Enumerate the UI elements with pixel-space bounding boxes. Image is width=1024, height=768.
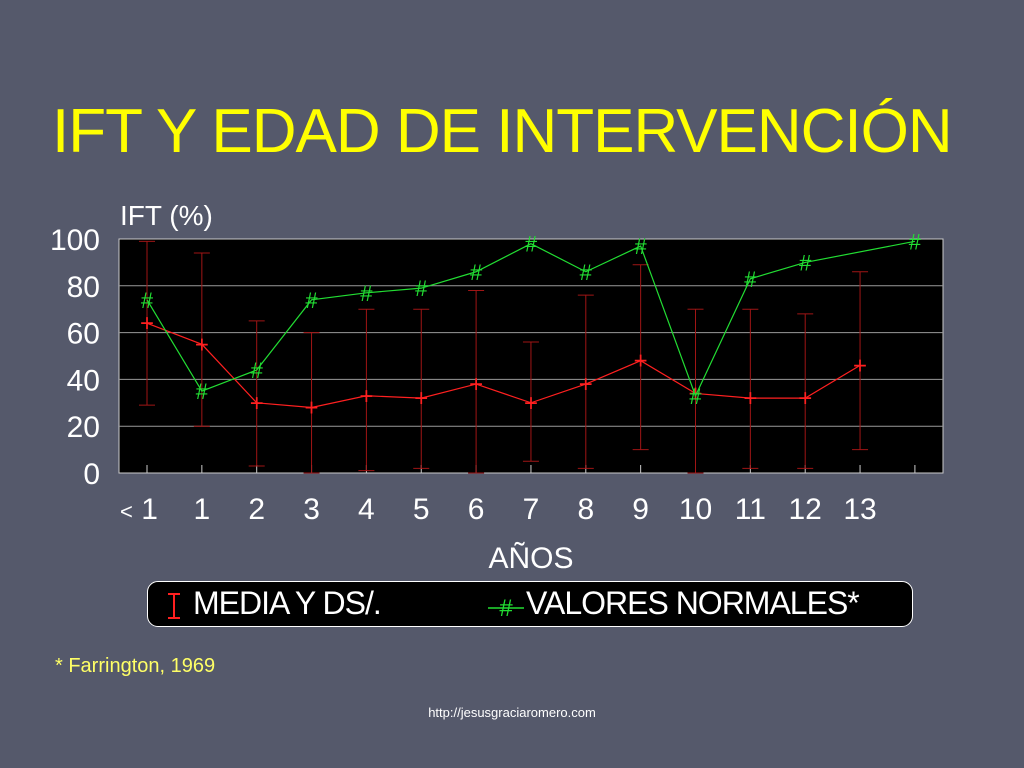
normal-series: # # # # # # # # # # # # # # [141, 229, 922, 408]
y-tick-label: 100 [50, 224, 100, 257]
y-tick-label: 80 [67, 271, 100, 304]
normal-point: # [744, 267, 757, 292]
normal-line [146, 240, 916, 398]
normal-point: # [689, 384, 702, 409]
mean-point: + [359, 383, 373, 410]
normal-point: # [251, 358, 264, 383]
x-tick-label: 13 [843, 493, 876, 526]
x-tick-label: 10 [679, 493, 712, 526]
x-tick-label: 8 [577, 493, 594, 526]
x-tick-label: 3 [303, 493, 320, 526]
normal-point: # [799, 250, 812, 275]
x-tick-label: 11 [735, 493, 766, 526]
mean-point: + [524, 390, 538, 417]
error-bar-icon [168, 593, 180, 619]
mean-line [146, 322, 861, 409]
mean-point: + [798, 385, 812, 412]
source-url: http://jesusgraciaromero.com [428, 705, 596, 720]
mean-point: + [195, 331, 209, 358]
x-tick-label: < 1 [120, 493, 158, 526]
x-tick-labels: < 1 1 2 3 4 5 6 7 8 9 10 11 12 13 [120, 493, 877, 526]
y-tick-labels: 0 20 40 60 80 100 [50, 224, 100, 491]
footnote: * Farrington, 1969 [55, 655, 216, 677]
mean-point: + [853, 352, 867, 379]
x-tick-label: 5 [413, 493, 430, 526]
legend-normal-glyph: # [499, 595, 513, 622]
normal-point: # [909, 229, 922, 254]
normal-point: # [635, 234, 648, 259]
y-tick-label: 40 [67, 364, 100, 397]
x-axis-label: AÑOS [488, 541, 573, 575]
x-tick-label: 7 [523, 493, 540, 526]
x-tick-label: 9 [632, 493, 649, 526]
normal-point: # [470, 260, 483, 285]
x-tick-label: 12 [789, 493, 822, 526]
x-tick-label: 2 [248, 493, 265, 526]
normal-point: # [580, 260, 593, 285]
y-tick-label: 20 [67, 411, 100, 444]
y-axis-label: IFT (%) [120, 200, 213, 231]
mean-series: +++ + + ++++++ + ++ [140, 310, 867, 421]
mean-point: + [743, 385, 757, 412]
mean-point: + [634, 348, 648, 375]
x-tick-label: 1 [194, 493, 211, 526]
normal-point: # [305, 288, 318, 313]
normal-point: # [141, 288, 154, 313]
legend-label-mean: MEDIA Y DS/. [193, 585, 382, 621]
x-tick-label: 4 [358, 493, 375, 526]
mean-point: + [140, 310, 154, 337]
legend-label-normal: VALORES NORMALES* [526, 585, 860, 621]
slide-title: IFT Y EDAD DE INTERVENCIÓN [52, 97, 953, 166]
legend: MEDIA Y DS/. # VALORES NORMALES* [147, 581, 913, 627]
y-tick-label: 60 [67, 318, 100, 351]
mean-point: + [305, 394, 319, 421]
mean-point: + [414, 385, 428, 412]
mean-point: + [250, 390, 264, 417]
legend-normal-marker: # [488, 595, 524, 622]
mean-point: + [579, 371, 593, 398]
normal-point: # [196, 379, 209, 404]
normal-point: # [525, 232, 538, 257]
error-bars [139, 240, 869, 474]
y-tick-label: 0 [83, 458, 100, 491]
x-tick-label: 6 [468, 493, 485, 526]
normal-point: # [360, 281, 373, 306]
mean-point: + [469, 371, 483, 398]
normal-point: # [415, 276, 428, 301]
